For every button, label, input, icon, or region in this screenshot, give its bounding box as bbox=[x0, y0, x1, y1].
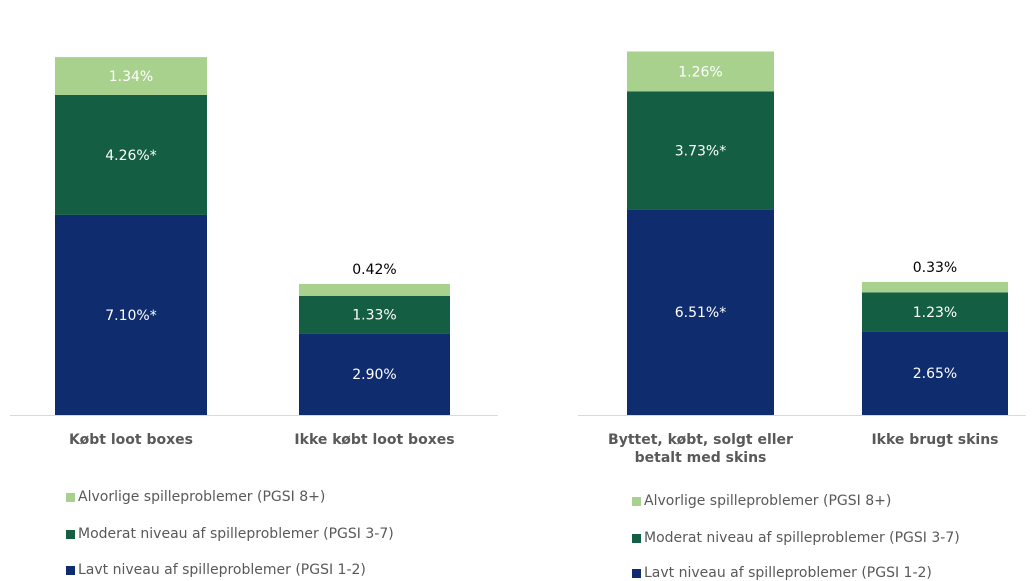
category-label: Købt loot boxes bbox=[69, 432, 193, 448]
legend-swatch-low bbox=[632, 568, 641, 578]
legend-swatch-moderate bbox=[66, 529, 75, 539]
legend-item-severe: Alvorlige spilleproblemer (PGSI 8+) bbox=[632, 493, 891, 509]
data-label: 7.10%* bbox=[105, 308, 156, 324]
data-label: 3.73%* bbox=[675, 143, 726, 159]
legend-label-severe: Alvorlige spilleproblemer (PGSI 8+) bbox=[644, 493, 892, 509]
legend-swatch-severe bbox=[66, 492, 75, 502]
bar-segment-severe bbox=[55, 57, 207, 95]
data-label: 2.90% bbox=[352, 367, 396, 383]
legend-item-low: Lavt niveau af spilleproblemer (PGSI 1-2… bbox=[632, 565, 932, 581]
legend-item-low: Lavt niveau af spilleproblemer (PGSI 1-2… bbox=[66, 562, 366, 578]
legend-label-low: Lavt niveau af spilleproblemer (PGSI 1-2… bbox=[78, 562, 366, 578]
data-label: 1.26% bbox=[678, 64, 722, 80]
data-label: 1.23% bbox=[913, 305, 957, 321]
legend-swatch-severe bbox=[632, 496, 641, 506]
legend-label-moderate: Moderat niveau af spilleproblemer (PGSI … bbox=[78, 526, 394, 542]
bar-segment-severe bbox=[862, 281, 1008, 293]
bar-segment-moderate bbox=[299, 295, 450, 334]
legend-item-moderate: Moderat niveau af spilleproblemer (PGSI … bbox=[66, 526, 394, 542]
bar-segment-low bbox=[55, 214, 207, 415]
legend-swatch-low bbox=[66, 565, 75, 575]
category-label: betalt med skins bbox=[635, 450, 767, 466]
data-label: 0.33% bbox=[913, 260, 957, 276]
data-label: 1.34% bbox=[109, 69, 153, 85]
data-label: 0.42% bbox=[352, 262, 396, 278]
legend-swatch-moderate bbox=[632, 533, 641, 543]
bar-segment-severe bbox=[627, 51, 774, 92]
bar-segment-severe bbox=[299, 283, 450, 296]
legend-label-severe: Alvorlige spilleproblemer (PGSI 8+) bbox=[78, 489, 326, 505]
bar-segment-moderate bbox=[627, 91, 774, 210]
legend-label-moderate: Moderat niveau af spilleproblemer (PGSI … bbox=[644, 530, 960, 546]
data-label: 1.33% bbox=[352, 308, 396, 324]
legend-label-low: Lavt niveau af spilleproblemer (PGSI 1-2… bbox=[644, 565, 932, 581]
category-label: Byttet, købt, solgt eller bbox=[608, 432, 793, 448]
bar-segment-low bbox=[627, 209, 774, 415]
bar-segment-moderate bbox=[862, 292, 1008, 332]
bar-segment-low bbox=[862, 331, 1008, 415]
data-label: 4.26%* bbox=[105, 148, 156, 164]
legend-item-moderate: Moderat niveau af spilleproblemer (PGSI … bbox=[632, 530, 960, 546]
bar-segment-moderate bbox=[55, 94, 207, 215]
bar-segment-low bbox=[299, 333, 450, 415]
category-label: Ikke købt loot boxes bbox=[294, 432, 454, 448]
legend-item-severe: Alvorlige spilleproblemer (PGSI 8+) bbox=[66, 489, 325, 505]
data-label: 2.65% bbox=[913, 366, 957, 382]
data-label: 6.51%* bbox=[675, 305, 726, 321]
category-label: Ikke brugt skins bbox=[871, 432, 998, 448]
